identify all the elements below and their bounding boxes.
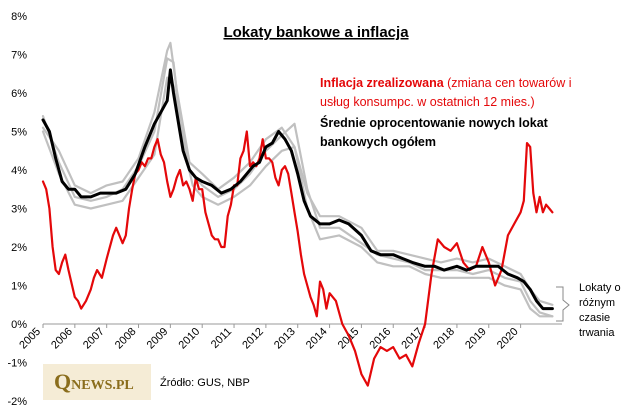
legend: Inflacja zrealizowana (zmiana cen towaró… [320, 76, 572, 149]
series-maturity-line [41, 76, 554, 318]
side-label-line4: trwania [579, 327, 615, 339]
x-tick-label: 2019 [463, 326, 489, 352]
x-tick-label: 2015 [336, 326, 362, 352]
y-tick-label: 6% [11, 88, 27, 100]
legend-inflation-line2: usług konsumpc. w ostatnich 12 mies.) [320, 95, 535, 109]
legend-average-line1: Średnie oprocentowanie nowych lokat [320, 115, 549, 130]
x-tick-label: 2012 [240, 326, 266, 352]
y-tick-label: 2% [11, 242, 27, 254]
x-tick-label: 2007 [81, 326, 107, 352]
logo-background [43, 364, 151, 400]
series-inflation-line [41, 130, 554, 387]
series-layer [41, 41, 554, 387]
series-maturity-line [41, 41, 554, 306]
logo-text: QNEWS.PL [54, 369, 134, 394]
chart-title: Lokaty bankowe a inflacja [223, 24, 409, 41]
side-label-line3: czasie [579, 312, 610, 324]
y-tick-label: 3% [11, 204, 27, 216]
y-axis-labels: -2% -1% 0% 1% 2% 3% 4% 5% 6% 7% 8% [7, 11, 27, 408]
x-tick-label: 2006 [49, 326, 75, 352]
x-axis: 2005 2006 2007 2008 2009 2010 2011 2012 2013 2014… [17, 323, 562, 352]
legend-average-line2: bankowych ogółem [320, 135, 436, 149]
side-label-line2: różnym [579, 297, 615, 309]
logo: QNEWS.PL [43, 364, 151, 400]
y-tick-label: 1% [11, 281, 27, 293]
x-tick-label: 2011 [209, 326, 234, 351]
legend-inflation-line1: Inflacja zrealizowana (zmiana cen towaró… [320, 76, 572, 90]
y-tick-label: 8% [11, 11, 27, 23]
y-tick-label: 7% [11, 50, 27, 62]
x-tick-label: 2014 [304, 326, 330, 352]
x-tick-label: 2009 [145, 326, 171, 352]
maturity-bracket: Lokaty o różnym czasie trwania [556, 282, 621, 339]
x-tick-label: 2018 [431, 326, 457, 352]
legend-inflation-name: Inflacja zrealizowana [320, 76, 445, 90]
y-tick-label: -1% [7, 358, 27, 370]
y-tick-label: 5% [11, 127, 27, 139]
x-tick-label: 2010 [177, 326, 203, 352]
x-tick-label: 2008 [113, 326, 139, 352]
side-label-line1: Lokaty o [579, 282, 621, 294]
y-tick-label: 0% [11, 319, 27, 331]
y-tick-label: -2% [7, 396, 27, 408]
y-tick-label: 4% [11, 165, 27, 177]
x-tick-label: 2020 [495, 326, 521, 352]
bracket-shape [556, 286, 570, 322]
series-average-line [41, 68, 554, 311]
x-tick-label: 2013 [272, 326, 298, 352]
legend-inflation-desc1: (zmiana cen towarów i [444, 76, 572, 90]
source-note: Źródło: GUS, NBP [160, 376, 250, 389]
